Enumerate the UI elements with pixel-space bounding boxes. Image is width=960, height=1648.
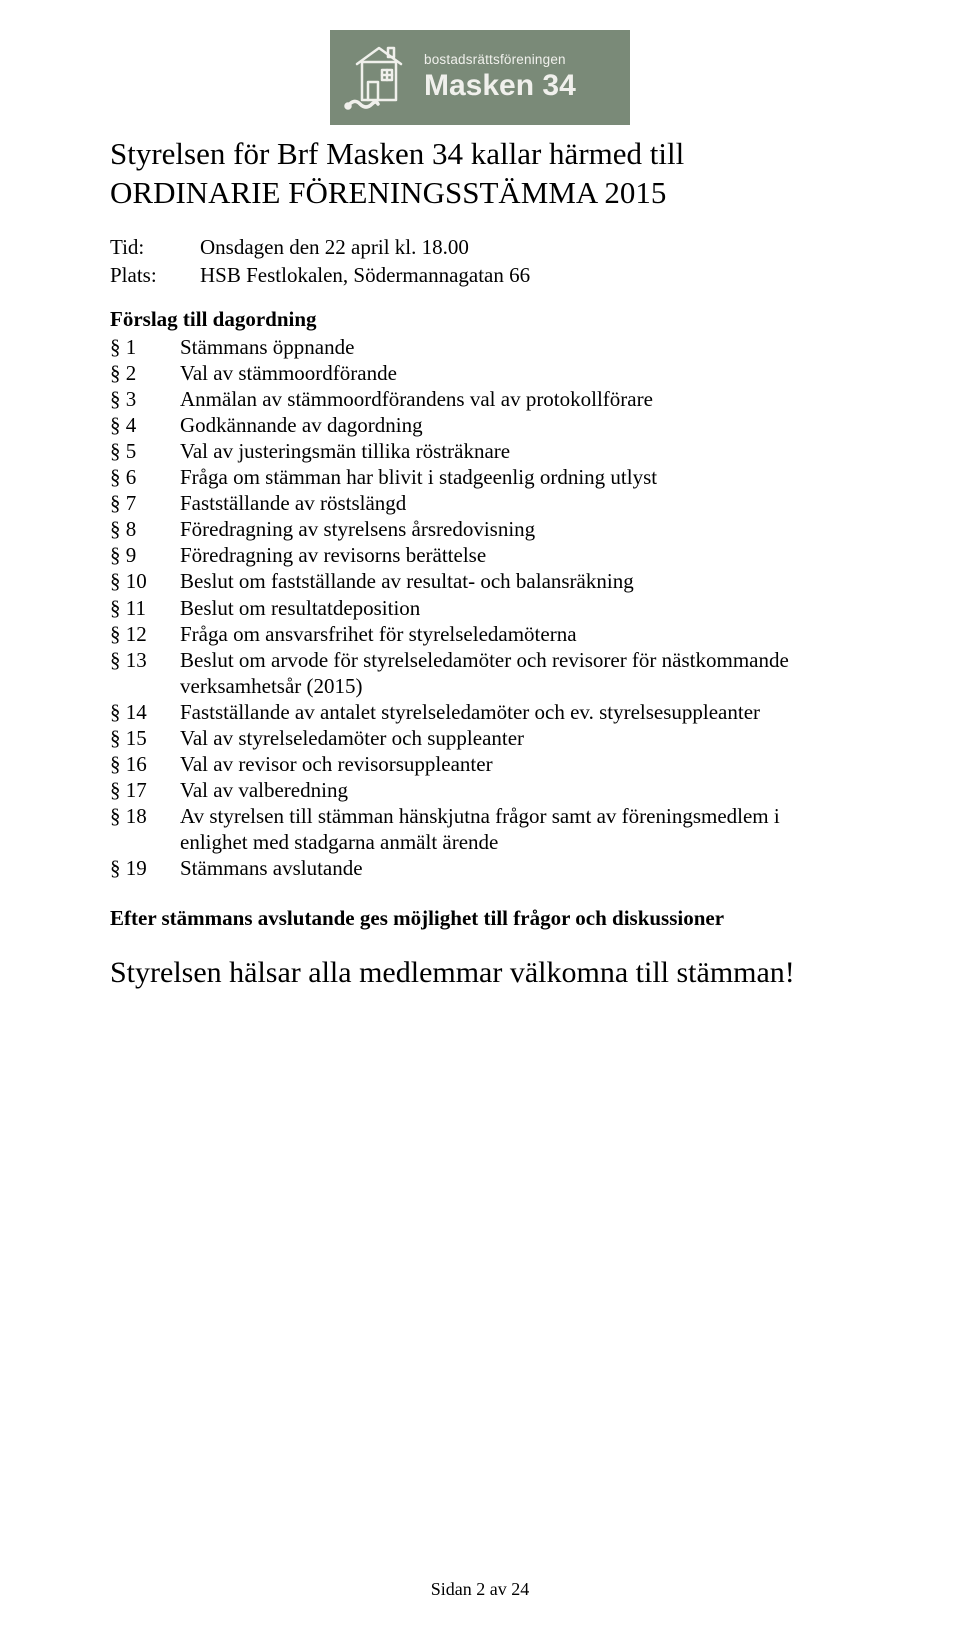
after-text: Efter stämmans avslutande ges möjlighet …: [110, 905, 850, 932]
agenda-item: § 13Beslut om arvode för styrelseledamöt…: [110, 647, 850, 699]
agenda-item: § 12Fråga om ansvarsfrihet för styrelsel…: [110, 621, 850, 647]
agenda-item: § 8Föredragning av styrelsens årsredovis…: [110, 516, 850, 542]
agenda-item-number: § 3: [110, 386, 180, 412]
agenda-item-number: § 6: [110, 464, 180, 490]
time-value: Onsdagen den 22 april kl. 18.00: [200, 233, 469, 261]
agenda-item-number: § 12: [110, 621, 180, 647]
heading-line-2: ORDINARIE FÖRENINGSSTÄMMA 2015: [110, 175, 666, 210]
agenda-item-text: Fråga om ansvarsfrihet för styrelseledam…: [180, 621, 850, 647]
agenda-item-text: Stämmans öppnande: [180, 334, 850, 360]
agenda-item-text: Stämmans avslutande: [180, 855, 850, 881]
agenda-item: § 4Godkännande av dagordning: [110, 412, 850, 438]
agenda-item-number: § 14: [110, 699, 180, 725]
agenda-item-text: Godkännande av dagordning: [180, 412, 850, 438]
agenda-item-text: Val av justeringsmän tillika rösträknare: [180, 438, 850, 464]
meta-row-time: Tid: Onsdagen den 22 april kl. 18.00: [110, 233, 850, 261]
agenda-item-number: § 9: [110, 542, 180, 568]
agenda-item: § 7Fastställande av röstslängd: [110, 490, 850, 516]
agenda-item: § 10Beslut om fastställande av resultat-…: [110, 568, 850, 594]
agenda-item: § 16Val av revisor och revisorsuppleante…: [110, 751, 850, 777]
agenda-item: § 18Av styrelsen till stämman hänskjutna…: [110, 803, 850, 855]
association-logo: bostadsrättsföreningen Masken 34: [330, 30, 630, 125]
welcome-text: Styrelsen hälsar alla medlemmar välkomna…: [110, 956, 850, 990]
agenda-item: § 11Beslut om resultatdeposition: [110, 595, 850, 621]
agenda-item-text: Val av revisor och revisorsuppleanter: [180, 751, 850, 777]
agenda-item-number: § 4: [110, 412, 180, 438]
agenda-item-text: Fråga om stämman har blivit i stadgeenli…: [180, 464, 850, 490]
agenda-item-number: § 19: [110, 855, 180, 881]
agenda-item: § 15Val av styrelseledamöter och supplea…: [110, 725, 850, 751]
agenda-item-number: § 17: [110, 777, 180, 803]
agenda-item-text: Val av stämmoordförande: [180, 360, 850, 386]
agenda-item: § 14Fastställande av antalet styrelseled…: [110, 699, 850, 725]
agenda-item-number: § 1: [110, 334, 180, 360]
agenda-item-number: § 5: [110, 438, 180, 464]
place-label: Plats:: [110, 261, 200, 289]
agenda-item-text: Anmälan av stämmoordförandens val av pro…: [180, 386, 850, 412]
agenda-item: § 9Föredragning av revisorns berättelse: [110, 542, 850, 568]
agenda-item-number: § 16: [110, 751, 180, 777]
agenda-item-text: Beslut om fastställande av resultat- och…: [180, 568, 850, 594]
logo-text: bostadsrättsföreningen Masken 34: [424, 52, 576, 103]
page-footer: Sidan 2 av 24: [0, 1579, 960, 1600]
agenda-item-text: Fastställande av röstslängd: [180, 490, 850, 516]
agenda-item: § 6Fråga om stämman har blivit i stadgee…: [110, 464, 850, 490]
agenda-item: § 17Val av valberedning: [110, 777, 850, 803]
meta-row-place: Plats: HSB Festlokalen, Södermannagatan …: [110, 261, 850, 289]
logo-subtitle: bostadsrättsföreningen: [424, 52, 576, 67]
agenda-item: § 1Stämmans öppnande: [110, 334, 850, 360]
agenda-item-number: § 11: [110, 595, 180, 621]
agenda-item-number: § 15: [110, 725, 180, 751]
logo-title: Masken 34: [424, 69, 576, 103]
agenda-item: § 19Stämmans avslutande: [110, 855, 850, 881]
agenda-item-text: Beslut om arvode för styrelseledamöter o…: [180, 647, 850, 699]
heading-line-1: Styrelsen för Brf Masken 34 kallar härme…: [110, 136, 684, 171]
agenda-item: § 2Val av stämmoordförande: [110, 360, 850, 386]
agenda-item-text: Beslut om resultatdeposition: [180, 595, 850, 621]
agenda-item-number: § 7: [110, 490, 180, 516]
agenda-item-number: § 2: [110, 360, 180, 386]
meeting-meta: Tid: Onsdagen den 22 april kl. 18.00 Pla…: [110, 233, 850, 290]
agenda-item-number: § 10: [110, 568, 180, 594]
agenda-item-number: § 18: [110, 803, 180, 855]
logo-row: bostadsrättsföreningen Masken 34: [110, 30, 850, 125]
agenda-item-text: Fastställande av antalet styrelseledamöt…: [180, 699, 850, 725]
agenda-item-text: Av styrelsen till stämman hänskjutna frå…: [180, 803, 850, 855]
place-value: HSB Festlokalen, Södermannagatan 66: [200, 261, 530, 289]
document-page: bostadsrättsföreningen Masken 34 Styrels…: [0, 0, 960, 1648]
agenda-item-text: Föredragning av revisorns berättelse: [180, 542, 850, 568]
page-title: Styrelsen för Brf Masken 34 kallar härme…: [110, 135, 850, 213]
agenda-list: § 1Stämmans öppnande§ 2Val av stämmoordf…: [110, 334, 850, 881]
agenda-item-text: Val av valberedning: [180, 777, 850, 803]
agenda-item-text: Val av styrelseledamöter och suppleanter: [180, 725, 850, 751]
agenda-item-number: § 8: [110, 516, 180, 542]
agenda-item: § 5Val av justeringsmän tillika rösträkn…: [110, 438, 850, 464]
house-worm-icon: [342, 40, 412, 115]
agenda-item-number: § 13: [110, 647, 180, 699]
agenda-item: § 3Anmälan av stämmoordförandens val av …: [110, 386, 850, 412]
time-label: Tid:: [110, 233, 200, 261]
agenda-item-text: Föredragning av styrelsens årsredovisnin…: [180, 516, 850, 542]
agenda-heading: Förslag till dagordning: [110, 307, 850, 332]
